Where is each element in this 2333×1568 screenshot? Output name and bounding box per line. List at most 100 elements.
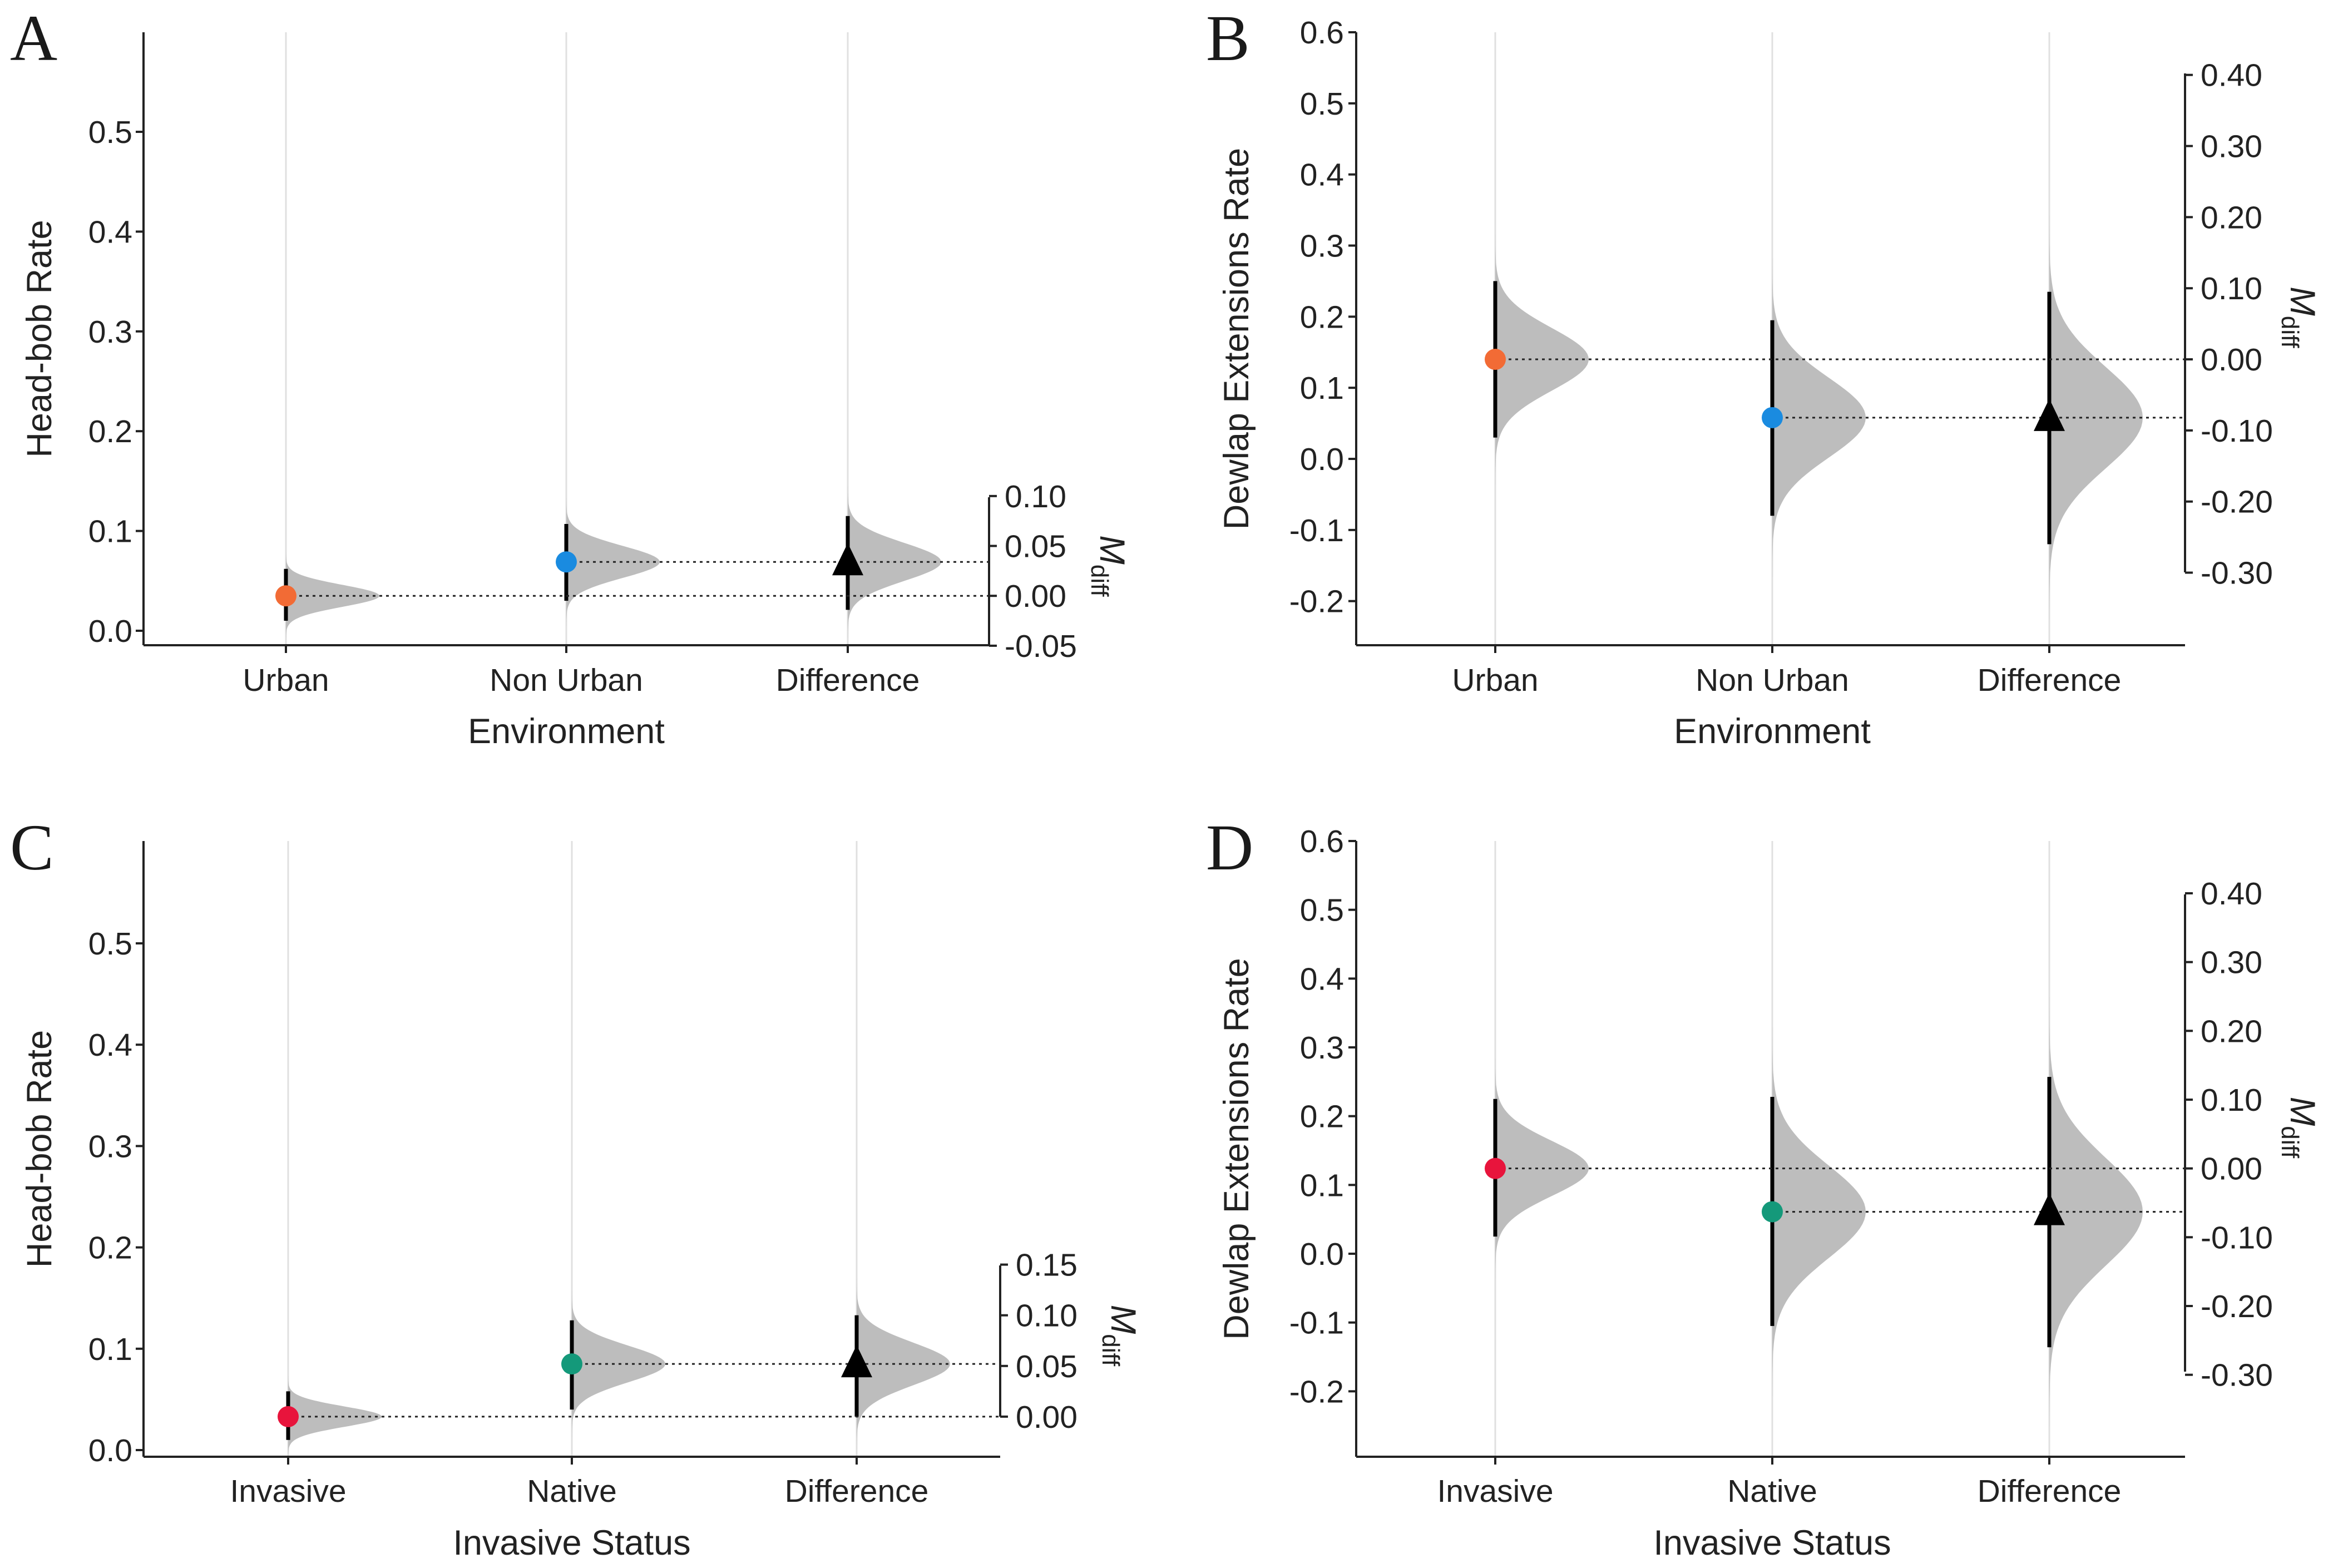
y-axis-title: Dewlap Extensions Rate	[1217, 148, 1256, 530]
mean-marker-1	[1762, 1201, 1783, 1223]
mdiff-tick-label: 0.30	[2201, 945, 2262, 981]
y-tick-label: 0.2	[88, 414, 132, 449]
y-tick-label: 0.2	[1300, 1099, 1344, 1135]
panel-d-plot: 0.6 0.5 0.4 0.3 0.2 0.1 0.0 -0.1 -0.2 Invasive Nat…	[1217, 824, 2322, 1562]
y-tick-label: -0.1	[1289, 1305, 1344, 1341]
mdiff-tick-label: -0.10	[2201, 1220, 2273, 1255]
panel-b: B 0.6 0.5 0.4 0.3 0.2 0.1 0.0 -0.1 -0.2 Urban Non …	[1206, 2, 2322, 751]
y-tick-label: 0.6	[1300, 824, 1344, 859]
y-tick-label: 0.3	[1300, 229, 1344, 264]
panel-letter-c: C	[10, 811, 54, 884]
x-tick-label: Difference	[1978, 662, 2122, 698]
y-tick-label: 0.5	[1300, 893, 1344, 928]
x-axis-title: Environment	[468, 712, 665, 751]
y-tick-label: 0.6	[1300, 15, 1344, 51]
distribution-2	[857, 1279, 950, 1450]
y-tick-label: 0.0	[1300, 442, 1344, 477]
x-axis-title: Invasive Status	[1653, 1524, 1891, 1562]
mean-marker-0	[278, 1406, 299, 1427]
mdiff-tick-label: -0.20	[2201, 1289, 2273, 1324]
distribution-2	[2049, 215, 2143, 620]
y-tick-label: 0.4	[88, 1027, 132, 1063]
y-tick-label: 0.0	[88, 1433, 132, 1468]
difference-marker	[2034, 398, 2065, 431]
mdiff-tick-label: 0.00	[2201, 1151, 2262, 1187]
x-tick-label: Native	[527, 1473, 617, 1509]
panel-a: A 0.0 0.1 0.2 0.3 0.4 0.5 Urban Non Urban Differ…	[10, 2, 1131, 751]
mdiff-tick-label: 0.40	[2201, 58, 2262, 93]
mdiff-tick-label: -0.30	[2201, 556, 2273, 591]
y-tick-label: 0.5	[88, 115, 132, 150]
x-tick-label: Urban	[243, 662, 329, 698]
y-axis-title: Head-bob Rate	[20, 1030, 59, 1268]
mdiff-axis-title: Mdiff	[2276, 1097, 2322, 1159]
difference-marker	[832, 543, 863, 576]
mdiff-tick-label: 0.00	[2201, 342, 2262, 378]
mdiff-tick-label: 0.10	[1016, 1298, 1077, 1334]
x-axis-title: Invasive Status	[453, 1524, 690, 1562]
mdiff-tick-label: -0.20	[2201, 484, 2273, 520]
y-tick-label: 0.1	[88, 514, 132, 550]
x-tick-label: Difference	[785, 1473, 929, 1509]
y-tick-label: -0.2	[1289, 584, 1344, 620]
mdiff-tick-label: 0.40	[2201, 876, 2262, 912]
panel-a-plot: 0.0 0.1 0.2 0.3 0.4 0.5 Urban Non Urban Differen…	[20, 32, 1131, 751]
panel-c-plot: 0.0 0.1 0.2 0.3 0.4 0.5 Invasive Native Differen…	[20, 841, 1143, 1562]
mdiff-axis-title: Mdiff	[1097, 1305, 1143, 1367]
mean-marker-0	[1485, 1158, 1506, 1179]
y-tick-label: 0.2	[1300, 299, 1344, 335]
mdiff-tick-label: 0.10	[2201, 1082, 2262, 1118]
y-tick-label: 0.5	[88, 926, 132, 962]
mdiff-axis-title: Mdiff	[2276, 286, 2322, 348]
y-tick-label: -0.2	[1289, 1374, 1344, 1409]
x-tick-label: Invasive	[230, 1473, 346, 1509]
x-tick-label: Non Urban	[1696, 662, 1849, 698]
x-tick-label: Invasive	[1437, 1473, 1553, 1509]
y-axis-title: Dewlap Extensions Rate	[1217, 958, 1256, 1339]
y-tick-label: 0.1	[1300, 1168, 1344, 1203]
y-axis-title: Head-bob Rate	[20, 220, 59, 457]
mdiff-tick-label: 0.00	[1016, 1399, 1077, 1435]
mdiff-tick-label: -0.05	[1005, 629, 1077, 664]
y-tick-label: 0.3	[88, 1129, 132, 1164]
mean-marker-0	[1485, 349, 1506, 370]
mdiff-axis-title: Mdiff	[1086, 535, 1131, 597]
y-tick-label: 0.1	[1300, 370, 1344, 406]
mean-marker-1	[1762, 407, 1783, 428]
x-tick-label: Non Urban	[490, 662, 643, 698]
x-tick-label: Urban	[1452, 662, 1538, 698]
y-tick-label: 0.3	[1300, 1030, 1344, 1066]
y-tick-label: 0.3	[88, 314, 132, 350]
mdiff-tick-label: 0.00	[1005, 578, 1066, 614]
mean-marker-0	[275, 585, 296, 607]
mdiff-tick-label: 0.30	[2201, 129, 2262, 165]
distribution-2	[2049, 997, 2143, 1427]
mdiff-tick-label: 0.10	[1005, 479, 1066, 515]
panel-c: C 0.0 0.1 0.2 0.3 0.4 0.5 Invasive Native Differ…	[10, 811, 1143, 1562]
y-tick-label: 0.2	[88, 1230, 132, 1266]
mdiff-tick-label: 0.20	[2201, 200, 2262, 235]
difference-marker	[841, 1345, 872, 1378]
mdiff-tick-label: -0.10	[2201, 413, 2273, 449]
mdiff-tick-label: 0.15	[1016, 1248, 1077, 1283]
mean-marker-1	[556, 551, 577, 573]
y-tick-label: 0.4	[1300, 961, 1344, 997]
x-tick-label: Difference	[776, 662, 920, 698]
y-tick-label: 0.5	[1300, 86, 1344, 122]
x-axis-title: Environment	[1674, 712, 1871, 751]
mdiff-tick-label: 0.05	[1016, 1349, 1077, 1384]
panel-letter-a: A	[10, 2, 57, 75]
y-tick-label: 0.0	[1300, 1236, 1344, 1272]
panel-letter-d: D	[1206, 811, 1253, 884]
x-tick-label: Difference	[1978, 1473, 2122, 1509]
panel-d: D 0.6 0.5 0.4 0.3 0.2 0.1 0.0 -0.1 -0.2 Invasive N…	[1206, 811, 2322, 1562]
y-tick-label: 0.1	[88, 1332, 132, 1367]
mdiff-tick-label: -0.30	[2201, 1358, 2273, 1393]
panel-letter-b: B	[1206, 2, 1250, 75]
mdiff-tick-label: 0.20	[2201, 1013, 2262, 1049]
x-tick-label: Native	[1727, 1473, 1817, 1509]
mdiff-tick-label: 0.05	[1005, 529, 1066, 565]
y-tick-label: 0.4	[1300, 157, 1344, 193]
panel-b-plot: 0.6 0.5 0.4 0.3 0.2 0.1 0.0 -0.1 -0.2 Urban Non Ur…	[1217, 15, 2322, 751]
